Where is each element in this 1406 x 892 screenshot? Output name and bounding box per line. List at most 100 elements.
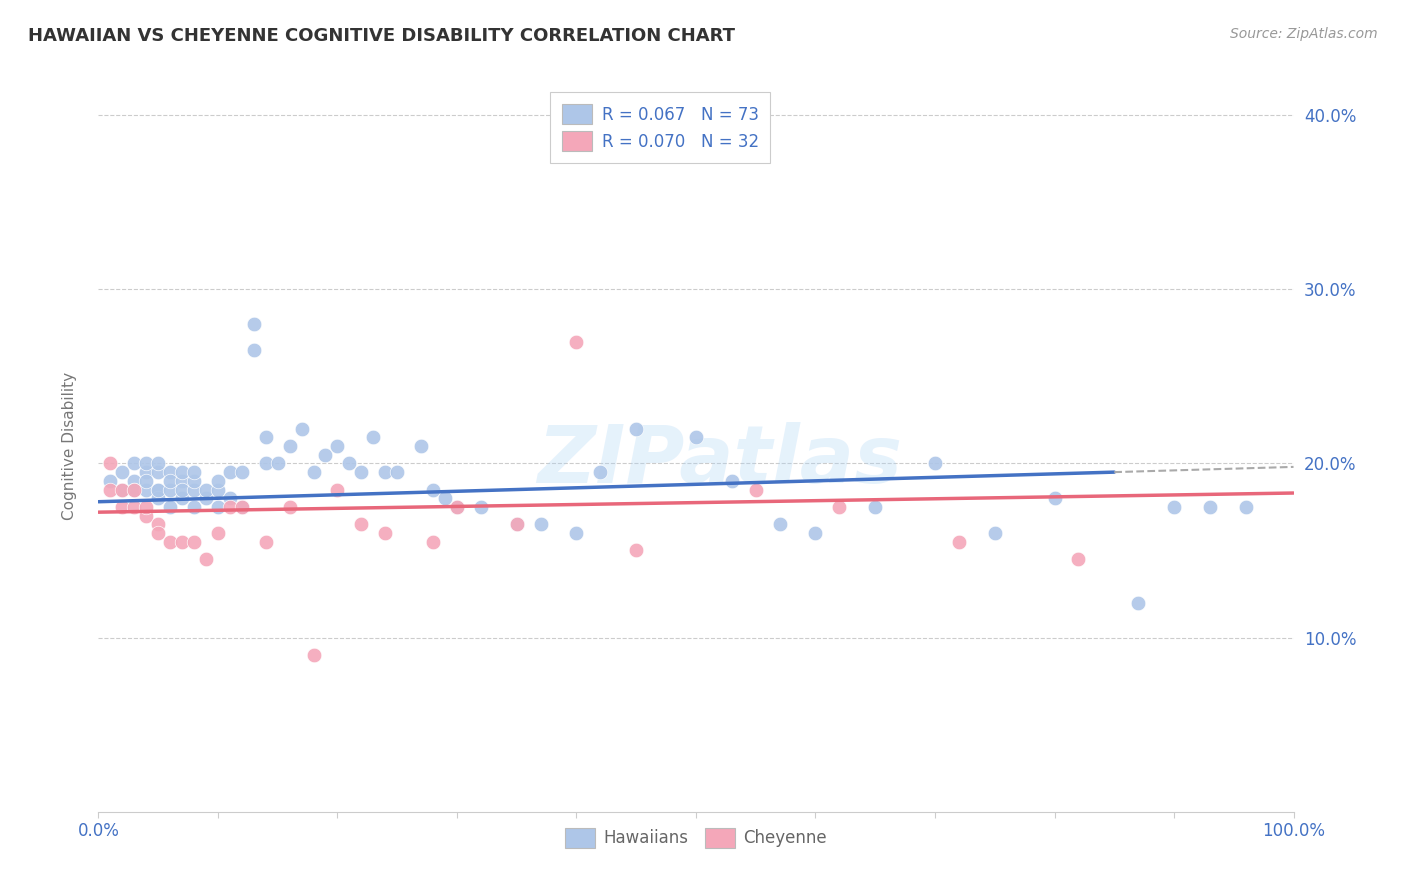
- Point: [470, 500, 492, 514]
- Point: [434, 491, 457, 506]
- Point: [124, 474, 146, 488]
- Point: [172, 474, 194, 488]
- Text: Source: ZipAtlas.com: Source: ZipAtlas.com: [1230, 27, 1378, 41]
- Point: [721, 474, 744, 488]
- Point: [111, 465, 134, 479]
- Point: [278, 500, 301, 514]
- Point: [1199, 500, 1222, 514]
- Point: [207, 474, 229, 488]
- Point: [374, 526, 396, 541]
- Point: [315, 448, 337, 462]
- Point: [267, 457, 290, 471]
- Point: [828, 500, 851, 514]
- Point: [135, 465, 157, 479]
- Point: [254, 430, 277, 444]
- Point: [626, 543, 648, 558]
- Point: [254, 457, 277, 471]
- Point: [124, 500, 146, 514]
- Point: [278, 439, 301, 453]
- Point: [446, 500, 468, 514]
- Point: [124, 483, 146, 497]
- Point: [111, 500, 134, 514]
- Point: [411, 439, 433, 453]
- Point: [159, 483, 181, 497]
- Point: [135, 500, 157, 514]
- Point: [530, 517, 553, 532]
- Point: [172, 483, 194, 497]
- Point: [195, 491, 218, 506]
- Point: [339, 457, 361, 471]
- Point: [326, 483, 349, 497]
- Point: [207, 526, 229, 541]
- Point: [804, 526, 827, 541]
- Point: [865, 500, 887, 514]
- Point: [159, 474, 181, 488]
- Point: [768, 517, 790, 532]
- Point: [183, 474, 205, 488]
- Point: [135, 457, 157, 471]
- Point: [446, 500, 468, 514]
- Point: [135, 483, 157, 497]
- Point: [231, 500, 253, 514]
- Point: [172, 534, 194, 549]
- Point: [135, 474, 157, 488]
- Point: [148, 517, 170, 532]
- Point: [1067, 552, 1090, 566]
- Point: [98, 483, 122, 497]
- Point: [183, 465, 205, 479]
- Point: [231, 465, 253, 479]
- Point: [183, 534, 205, 549]
- Point: [565, 526, 588, 541]
- Point: [219, 500, 242, 514]
- Point: [422, 534, 444, 549]
- Point: [111, 483, 134, 497]
- Point: [350, 517, 373, 532]
- Point: [626, 421, 648, 435]
- Point: [148, 491, 170, 506]
- Point: [363, 430, 385, 444]
- Point: [159, 500, 181, 514]
- Point: [1234, 500, 1257, 514]
- Point: [195, 552, 218, 566]
- Point: [172, 491, 194, 506]
- Point: [98, 474, 122, 488]
- Point: [984, 526, 1007, 541]
- Text: ZIPatlas: ZIPatlas: [537, 422, 903, 500]
- Point: [148, 526, 170, 541]
- Y-axis label: Cognitive Disability: Cognitive Disability: [62, 372, 77, 520]
- Point: [745, 483, 768, 497]
- Point: [350, 465, 373, 479]
- Point: [124, 457, 146, 471]
- Point: [1128, 596, 1150, 610]
- Point: [159, 534, 181, 549]
- Point: [243, 317, 266, 331]
- Point: [124, 483, 146, 497]
- Point: [148, 483, 170, 497]
- Point: [291, 421, 314, 435]
- Point: [302, 648, 325, 662]
- Point: [135, 508, 157, 523]
- Point: [506, 517, 529, 532]
- Point: [207, 500, 229, 514]
- Point: [148, 457, 170, 471]
- Point: [231, 500, 253, 514]
- Point: [924, 457, 946, 471]
- Point: [219, 491, 242, 506]
- Point: [422, 483, 444, 497]
- Point: [98, 457, 122, 471]
- Legend: Hawaiians, Cheyenne: Hawaiians, Cheyenne: [558, 821, 834, 855]
- Point: [565, 334, 588, 349]
- Text: HAWAIIAN VS CHEYENNE COGNITIVE DISABILITY CORRELATION CHART: HAWAIIAN VS CHEYENNE COGNITIVE DISABILIT…: [28, 27, 735, 45]
- Point: [148, 465, 170, 479]
- Point: [1163, 500, 1185, 514]
- Point: [148, 483, 170, 497]
- Point: [183, 500, 205, 514]
- Point: [385, 465, 409, 479]
- Point: [589, 465, 612, 479]
- Point: [685, 430, 707, 444]
- Point: [254, 534, 277, 549]
- Point: [1043, 491, 1066, 506]
- Point: [219, 465, 242, 479]
- Point: [302, 465, 325, 479]
- Point: [506, 517, 529, 532]
